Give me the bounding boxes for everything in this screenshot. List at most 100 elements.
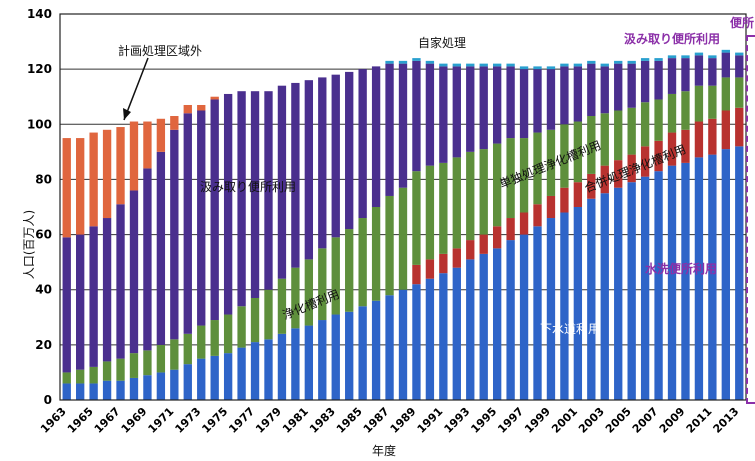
x-tick-label: 1975 (199, 405, 230, 436)
y-tick-label: 140 (27, 7, 52, 21)
bar-segment-single (654, 99, 663, 141)
bar-segment-sewer (721, 149, 730, 400)
bar-segment-single (479, 149, 488, 235)
bar-segment-collection (412, 60, 421, 172)
bar-segment-collection (371, 66, 381, 207)
bar-segment-collection (170, 129, 179, 340)
bar-segment-collection (291, 82, 300, 268)
bar-segment-single (170, 339, 179, 370)
bar-segment-single (694, 85, 704, 122)
bar-segment-collection (277, 85, 287, 279)
bar-segment-combined (412, 264, 421, 285)
bar-segment-collection (640, 60, 650, 103)
bar-segment-collection (694, 55, 704, 86)
bar-segment-sewer (667, 165, 677, 400)
bar-segment-self (492, 63, 502, 67)
bar-segment-sewer (371, 300, 381, 400)
bar-segment-collection (627, 63, 636, 108)
bar-segment-single (721, 77, 730, 111)
bar-segment-sewer (345, 311, 354, 400)
bar-segment-collection (210, 99, 219, 321)
x-tick-label: 2007 (630, 405, 661, 436)
bar-segment-self (385, 60, 394, 64)
bar-segment-combined (452, 248, 461, 268)
x-tick-label: 2003 (576, 405, 607, 436)
bar-segment-collection (560, 66, 569, 125)
bar-segment-combined (492, 226, 502, 249)
annotation-self: 自家処理 (418, 36, 467, 50)
bar-segment-collection (708, 58, 717, 86)
x-tick-label: 1965 (65, 405, 96, 436)
bar-segment-sewer (385, 295, 394, 400)
y-tick-label: 0 (44, 393, 52, 407)
y-tick-label: 100 (27, 117, 52, 131)
bar-segment-sewer (156, 372, 166, 400)
bar-segment-collection (667, 58, 677, 94)
bar-segment-single (640, 102, 650, 147)
bar-segment-collection (654, 60, 663, 100)
bar-segment-collection (156, 151, 166, 345)
bar-segment-combined (708, 118, 717, 155)
bar-segment-collection (264, 91, 273, 290)
bar-segment-collection (223, 93, 233, 315)
bar-segment-single (62, 372, 71, 384)
bar-segment-single (250, 297, 260, 343)
x-tick-label: 1981 (280, 405, 311, 436)
bar-segment-collection (573, 66, 583, 122)
bar-segment-unplanned (102, 129, 112, 219)
bar-segment-unplanned (129, 121, 139, 191)
bar-segment-combined (587, 173, 596, 199)
bar-segment-combined (425, 259, 435, 279)
bar-segment-self (533, 66, 542, 70)
bar-segment-sewer (358, 306, 367, 400)
x-tick-label: 1977 (226, 405, 257, 436)
bar-segment-combined (573, 182, 583, 207)
bar-segment-single (546, 129, 556, 196)
bar-segment-collection (102, 218, 112, 362)
bar-segment-collection (466, 66, 475, 152)
annotation-toilet: 便所 (730, 16, 755, 30)
bar-segment-sewer (62, 383, 71, 400)
x-tick-label: 1989 (388, 405, 419, 436)
x-tick-label: 1993 (442, 405, 473, 436)
bar-segment-collection (89, 226, 98, 367)
bar-segment-single (708, 85, 717, 119)
bar-segment-unplanned (62, 138, 71, 238)
bar-segment-combined (479, 234, 488, 254)
x-tick-label: 1969 (119, 405, 150, 436)
bar-segment-self (721, 49, 730, 53)
bar-segment-combined (681, 129, 690, 163)
bar-segment-single (183, 333, 192, 365)
bar-segment-sewer (318, 320, 327, 400)
bar-segment-self (398, 60, 408, 64)
bar-segment-unplanned (89, 132, 98, 227)
bar-segment-single (156, 344, 166, 373)
bar-segment-combined (735, 107, 744, 147)
x-tick-label: 1963 (38, 405, 69, 436)
bar-segment-sewer (425, 278, 435, 400)
x-tick-label: 2011 (684, 405, 715, 436)
bar-segment-collection (345, 71, 354, 230)
bar-segment-unplanned (116, 127, 125, 205)
bar-segment-sewer (412, 284, 421, 400)
bar-segment-self (640, 58, 650, 61)
bar-segment-single (439, 162, 448, 254)
bar-segment-combined (439, 253, 448, 274)
x-tick-label: 1983 (307, 405, 338, 436)
bar-segment-sewer (89, 383, 98, 400)
bar-segment-single (304, 259, 314, 326)
bar-segment-collection (587, 63, 596, 117)
bar-segment-combined (640, 146, 650, 177)
x-tick-label: 2009 (657, 405, 688, 436)
bar-segment-single (318, 248, 327, 321)
bar-segment-single (587, 116, 596, 174)
bar-segment-single (681, 91, 690, 130)
x-tick-label: 1995 (468, 405, 499, 436)
bar-segment-unplanned (183, 104, 192, 114)
bar-segment-single (425, 165, 435, 260)
bar-segment-sewer (519, 234, 529, 400)
bar-segment-combined (506, 218, 515, 241)
bar-segment-collection (331, 74, 340, 238)
bar-segment-combined (560, 187, 569, 213)
